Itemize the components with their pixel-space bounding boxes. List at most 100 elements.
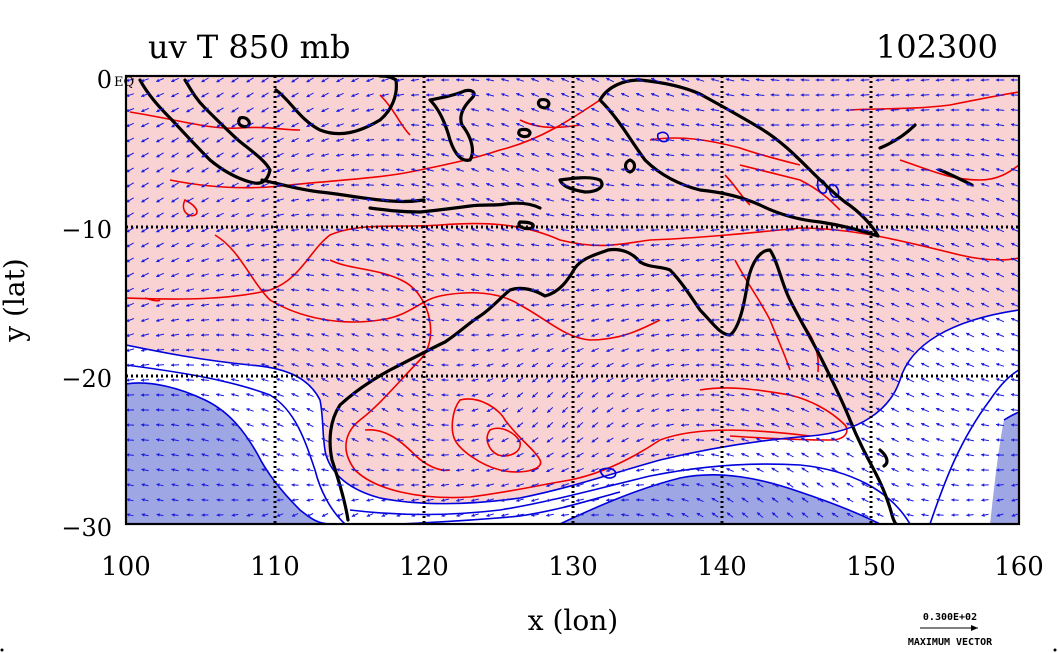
wind-vector-head [695, 258, 699, 262]
wind-vector-head [861, 513, 866, 517]
wind-vector-head [291, 198, 295, 202]
wind-vector-head [321, 378, 325, 382]
wind-vector-head [471, 468, 475, 472]
wind-vector-head [366, 258, 370, 262]
wind-vector-head [906, 483, 910, 487]
wind-vector-head [366, 468, 370, 472]
wind-vector-head [695, 138, 699, 142]
wind-vector-head [1010, 108, 1015, 112]
wind-vector-head [785, 198, 789, 202]
wind-vector-head [396, 153, 400, 157]
wind-vector-head [770, 153, 774, 157]
wind-vector-head [921, 272, 925, 277]
wind-vector-head [606, 152, 610, 157]
wind-vector-head [532, 394, 536, 398]
wind-vector-head [891, 332, 895, 336]
wind-vector-head [501, 182, 505, 187]
wind-vector-head [186, 348, 190, 352]
wind-vector-head [665, 183, 669, 187]
wind-vector-head [966, 287, 970, 291]
wind-vector-head [366, 438, 371, 442]
wind-vector-head [800, 168, 804, 172]
wind-vector-head [576, 167, 580, 172]
wind-vector-head [246, 198, 250, 203]
wind-vector-head [950, 93, 954, 97]
wind-vector-head [665, 243, 669, 247]
wind-vector-head [875, 243, 880, 247]
wind-vector-head [680, 213, 684, 217]
wind-vector-head [216, 258, 220, 262]
wind-vector-head [815, 108, 819, 112]
wind-vector-head [201, 513, 205, 517]
wind-vector-head [711, 468, 715, 472]
wind-vector-head [710, 123, 714, 127]
wind-vector-head [396, 123, 400, 127]
wind-vector-head [441, 273, 445, 277]
wind-vector-head [695, 288, 699, 292]
wind-vector-head [396, 318, 400, 322]
wind-vector-head [711, 423, 715, 427]
wind-vector-head [486, 123, 490, 127]
wind-vector-head [981, 483, 985, 487]
wind-vector-head [411, 228, 415, 232]
wind-vector-head [531, 107, 535, 112]
wind-vector-head [740, 408, 745, 412]
wind-vector-head [725, 288, 729, 292]
wind-vector-head [141, 229, 145, 233]
wind-vector-head [291, 168, 295, 172]
wind-vector-head [396, 198, 400, 202]
wind-vector-head [620, 258, 624, 262]
wind-vector-head [140, 378, 145, 382]
wind-vector-head [561, 92, 565, 97]
wind-vector-head [785, 93, 789, 97]
wind-vector-head [246, 243, 250, 247]
wind-vector-head [710, 138, 714, 142]
wind-vector-head [876, 498, 880, 502]
wind-vector-head [995, 138, 1000, 142]
wind-vector-head [411, 408, 416, 412]
wind-vector-head [546, 363, 551, 367]
wind-vector-head [800, 362, 805, 367]
wind-vector-head [951, 362, 955, 367]
wind-vector-head [665, 333, 670, 337]
wind-vector-head [396, 468, 400, 472]
wind-vector-head [815, 153, 819, 157]
wind-vector-head [381, 363, 386, 367]
wind-vector-head [216, 169, 220, 173]
wind-vector-head [770, 243, 774, 247]
wind-vector-head [725, 228, 729, 232]
wind-vector-head [456, 453, 460, 457]
wind-vector-head [740, 168, 744, 172]
wind-vector-head [411, 153, 415, 157]
wind-vector-head [605, 258, 609, 262]
wind-vector-head [141, 453, 145, 457]
wind-vector-head [516, 122, 520, 127]
wind-vector-head [471, 303, 475, 307]
wind-vector-head [800, 138, 804, 142]
wind-vector-head [156, 303, 160, 308]
wind-vector-head [621, 107, 625, 112]
wind-vector-head [921, 392, 925, 397]
wind-vector-head [486, 167, 490, 172]
wind-vector-head [665, 123, 670, 127]
wind-vector-head [876, 407, 880, 411]
wind-vector-head [890, 257, 895, 262]
wind-vector-head [770, 258, 774, 262]
wind-vector-head [201, 438, 205, 442]
wind-vector-head [606, 409, 611, 413]
wind-vector-head [471, 453, 475, 457]
wind-vector-head [830, 198, 834, 202]
wind-vector-head [351, 213, 355, 217]
wind-vector-head [591, 77, 595, 82]
wind-vector-head [306, 258, 310, 262]
wind-vector-head [996, 438, 1000, 442]
wind-vector-head [770, 333, 775, 337]
wind-vector-head [156, 423, 160, 427]
wind-vector-head [306, 228, 310, 232]
wind-vector-head [921, 347, 925, 351]
wind-vector-head [905, 213, 910, 217]
wind-vector-head [516, 513, 520, 517]
wind-vector-head [755, 123, 759, 127]
wind-vector-head [186, 318, 190, 322]
wind-vector-head [216, 408, 220, 412]
